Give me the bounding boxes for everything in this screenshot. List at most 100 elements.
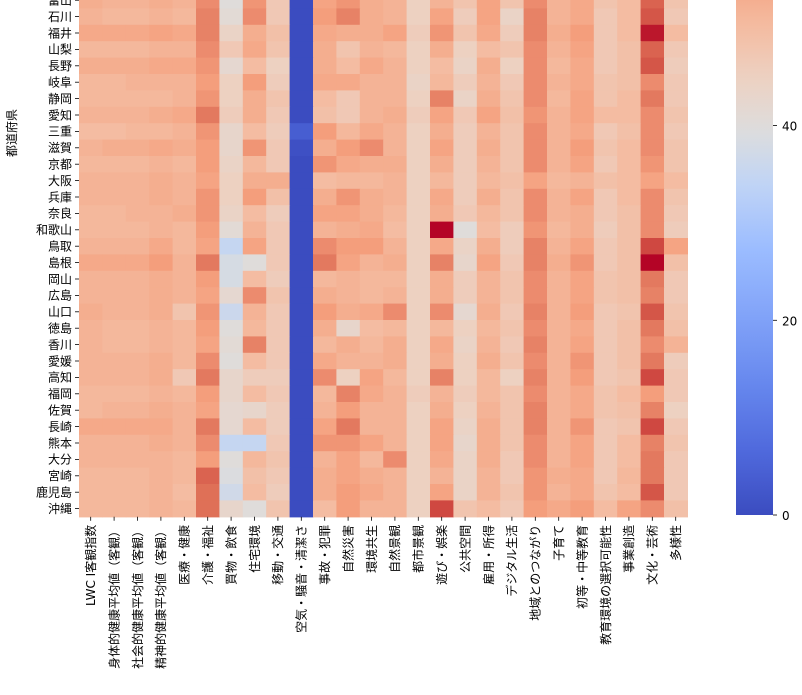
- heatmap-cell: [196, 369, 220, 387]
- heatmap-cell: [406, 24, 431, 42]
- heatmap-cell: [172, 369, 197, 387]
- heatmap-cell: [430, 188, 454, 206]
- heatmap-cell: [79, 156, 103, 173]
- heatmap-cell: [500, 369, 525, 387]
- heatmap-cell: [383, 221, 408, 239]
- heatmap-cell: [102, 434, 127, 452]
- heatmap-cell: [149, 57, 174, 75]
- heatmap-cell: [336, 484, 361, 501]
- heatmap-cell: [453, 434, 478, 452]
- heatmap-cell: [102, 254, 127, 272]
- heatmap-cell: [500, 270, 525, 288]
- heatmap-cell: [336, 418, 361, 436]
- heatmap-cell: [617, 451, 642, 469]
- heatmap-cell: [172, 385, 197, 403]
- heatmap-cell: [547, 352, 571, 370]
- heatmap-cell: [242, 303, 267, 321]
- heatmap-cell: [500, 106, 525, 124]
- heatmap-cell: [149, 41, 174, 59]
- heatmap-cell: [196, 238, 220, 255]
- column-tick-label: 身体的健康平均値（客観）: [106, 525, 121, 669]
- heatmap-cell: [102, 123, 127, 141]
- heatmap-cell: [664, 451, 688, 469]
- heatmap-cell: [500, 90, 525, 108]
- heatmap-cell: [149, 451, 174, 469]
- heatmap-cell: [430, 0, 454, 9]
- heatmap-cell: [79, 418, 103, 436]
- heatmap-cell: [570, 24, 595, 42]
- heatmap-cell: [617, 221, 642, 239]
- heatmap-cell: [336, 0, 361, 9]
- heatmap-cell: [383, 90, 408, 108]
- heatmap-cell: [617, 205, 642, 223]
- heatmap-cell: [125, 369, 150, 387]
- heatmap-cell: [570, 418, 595, 436]
- heatmap-cell: [476, 467, 501, 485]
- row-tick-label: 熊本: [48, 435, 72, 450]
- heatmap-cell: [196, 41, 220, 59]
- heatmap-cell: [289, 303, 314, 321]
- heatmap-cell: [219, 270, 244, 288]
- heatmap-cell: [313, 336, 337, 354]
- heatmap-cell: [266, 57, 291, 75]
- heatmap-cell: [593, 402, 618, 419]
- heatmap-cell: [570, 205, 595, 223]
- heatmap-cell: [219, 156, 244, 173]
- heatmap-cell: [242, 484, 267, 501]
- heatmap-cell: [617, 123, 642, 141]
- heatmap-cell: [570, 467, 595, 485]
- column-tick-label: 多様性: [669, 525, 683, 561]
- heatmap-cell: [289, 188, 314, 206]
- heatmap-cell: [336, 90, 361, 108]
- heatmap-cell: [476, 336, 501, 354]
- heatmap-cell: [523, 270, 548, 288]
- heatmap-cell: [617, 500, 642, 518]
- heatmap-cell: [289, 123, 314, 141]
- heatmap-cell: [617, 74, 642, 91]
- heatmap-cell: [172, 402, 197, 419]
- heatmap-cell: [664, 254, 688, 272]
- heatmap-cell: [125, 221, 150, 239]
- heatmap-cell: [617, 434, 642, 452]
- heatmap-cell: [359, 418, 384, 436]
- heatmap-cell: [570, 434, 595, 452]
- heatmap-cell: [593, 369, 618, 387]
- heatmap-cell: [383, 369, 408, 387]
- heatmap-cell: [196, 287, 220, 305]
- column-tick-label: 遊び・娯楽: [434, 525, 449, 585]
- heatmap-cell: [219, 106, 244, 124]
- heatmap-cell: [313, 418, 337, 436]
- heatmap-cell: [453, 369, 478, 387]
- heatmap-cell: [453, 418, 478, 436]
- heatmap-cell: [547, 188, 571, 206]
- heatmap-cell: [149, 205, 174, 223]
- heatmap-cell: [617, 172, 642, 190]
- heatmap-cell: [125, 123, 150, 141]
- heatmap-cell: [289, 418, 314, 436]
- heatmap-cell: [336, 369, 361, 387]
- heatmap-cell: [266, 8, 291, 26]
- heatmap-cell: [500, 74, 525, 91]
- colorbar-tick-label: 20: [782, 314, 797, 328]
- heatmap-cell: [172, 90, 197, 108]
- heatmap-cell: [547, 402, 571, 419]
- heatmap-cell: [289, 500, 314, 518]
- heatmap-cell: [219, 74, 244, 91]
- heatmap-cell: [453, 238, 478, 255]
- heatmap-cell: [430, 139, 454, 157]
- heatmap-cell: [149, 221, 174, 239]
- heatmap-cell: [640, 172, 665, 190]
- heatmap-cell: [593, 172, 618, 190]
- heatmap-cell: [547, 303, 571, 321]
- heatmap-cell: [149, 0, 174, 9]
- heatmap-cell: [172, 139, 197, 157]
- heatmap-cell: [523, 320, 548, 337]
- heatmap-cell: [406, 238, 431, 255]
- heatmap-cell: [313, 287, 337, 305]
- heatmap-cell: [289, 221, 314, 239]
- heatmap-cell: [664, 418, 688, 436]
- heatmap-cell: [593, 467, 618, 485]
- heatmap-cell: [476, 320, 501, 337]
- heatmap-cell: [476, 451, 501, 469]
- heatmap-cell: [125, 57, 150, 75]
